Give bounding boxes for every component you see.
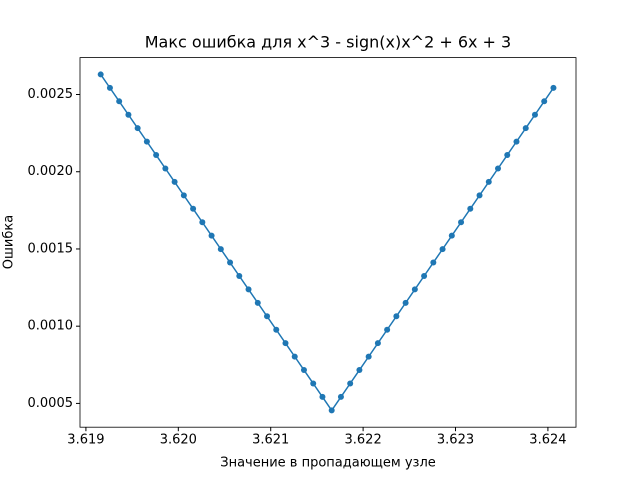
data-point xyxy=(254,299,261,306)
data-point xyxy=(513,138,520,145)
data-point xyxy=(245,286,252,293)
data-point xyxy=(439,246,446,253)
data-point xyxy=(116,98,123,105)
data-point xyxy=(199,219,206,226)
data-point xyxy=(282,340,289,347)
data-point xyxy=(495,165,502,172)
data-point xyxy=(347,380,354,387)
data-point xyxy=(273,326,280,333)
y-axis-label: Ошибка xyxy=(2,215,17,269)
y-tick-label: 0.0010 xyxy=(28,319,74,334)
data-point xyxy=(264,313,271,320)
data-point xyxy=(143,138,150,145)
data-point xyxy=(337,393,344,400)
x-tick-label: 3.624 xyxy=(529,433,566,448)
data-point xyxy=(485,178,492,185)
data-point xyxy=(356,367,363,374)
data-point xyxy=(310,380,317,387)
data-point xyxy=(162,165,169,172)
data-point xyxy=(97,71,104,78)
data-point xyxy=(190,205,197,212)
chart-title: Макс ошибка для x^3 - sign(x)x^2 + 6x + … xyxy=(145,33,511,52)
data-point xyxy=(134,125,141,132)
y-tick-label: 0.0020 xyxy=(28,164,74,179)
data-point xyxy=(365,353,372,360)
data-point xyxy=(402,299,409,306)
data-point xyxy=(106,84,113,91)
y-tick-label: 0.0005 xyxy=(28,396,74,411)
data-point xyxy=(458,219,465,226)
y-tick-label: 0.0025 xyxy=(28,87,74,102)
data-point xyxy=(550,84,557,91)
data-point xyxy=(374,340,381,347)
x-tick-label: 3.621 xyxy=(252,433,289,448)
y-tick-label: 0.0015 xyxy=(28,241,74,256)
data-point xyxy=(319,393,326,400)
data-point xyxy=(448,232,455,239)
data-point xyxy=(300,367,307,374)
data-point xyxy=(384,326,391,333)
data-point xyxy=(522,125,529,132)
data-point xyxy=(125,111,132,118)
data-point xyxy=(411,286,418,293)
data-point xyxy=(531,111,538,118)
data-point xyxy=(421,272,428,279)
data-point xyxy=(430,259,437,266)
data-point xyxy=(328,407,335,414)
data-point xyxy=(291,353,298,360)
data-point xyxy=(236,272,243,279)
data-point xyxy=(476,192,483,199)
plot-frame xyxy=(79,57,577,428)
data-point xyxy=(393,313,400,320)
x-axis-label: Значение в пропадающем узле xyxy=(220,456,436,471)
data-point xyxy=(153,152,160,159)
data-point xyxy=(208,232,215,239)
data-point xyxy=(217,246,224,253)
data-point xyxy=(180,192,187,199)
x-tick-label: 3.620 xyxy=(160,433,197,448)
data-point xyxy=(504,152,511,159)
x-tick-label: 3.619 xyxy=(67,433,104,448)
x-tick-label: 3.622 xyxy=(345,433,382,448)
x-tick-label: 3.623 xyxy=(437,433,474,448)
data-point xyxy=(541,98,548,105)
data-point xyxy=(467,205,474,212)
data-point xyxy=(171,178,178,185)
data-point xyxy=(227,259,234,266)
